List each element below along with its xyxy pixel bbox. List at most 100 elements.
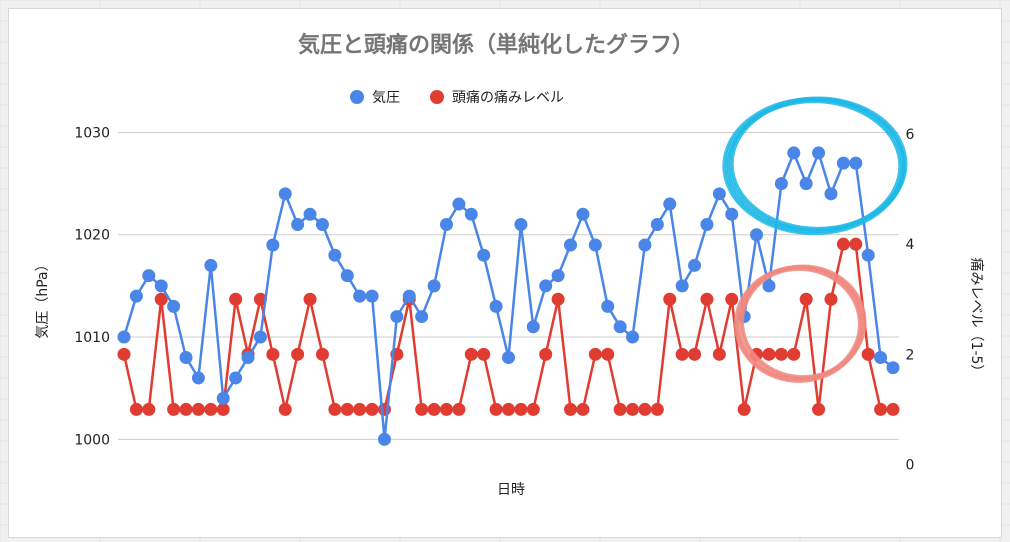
- pressure-point: [365, 289, 379, 303]
- left-tick-label: 1000: [74, 432, 110, 448]
- pressure-point: [675, 279, 689, 293]
- pain-point: [204, 402, 218, 416]
- pain-point: [675, 347, 689, 361]
- pain-point: [725, 292, 739, 306]
- pressure-point: [650, 218, 664, 232]
- pressure-point: [613, 320, 627, 334]
- pain-point: [824, 292, 838, 306]
- pain-point: [216, 402, 230, 416]
- pressure-point: [278, 187, 292, 201]
- pressure-point: [762, 279, 776, 293]
- pain-point: [117, 347, 131, 361]
- pressure-point: [576, 207, 590, 221]
- pain-point: [737, 402, 751, 416]
- pain-point: [836, 237, 850, 251]
- right-tick-label: 0: [906, 457, 915, 473]
- pain-point: [663, 292, 677, 306]
- pressure-point: [725, 207, 739, 221]
- pain-point: [340, 402, 354, 416]
- pressure-point: [688, 258, 702, 272]
- series-pain: [117, 237, 900, 416]
- pain-point: [464, 347, 478, 361]
- pain-point: [291, 347, 305, 361]
- chart-title: 気圧と頭痛の関係（単純化したグラフ）: [298, 32, 694, 58]
- pressure-point: [315, 218, 329, 232]
- legend-label-pressure: 気圧: [372, 90, 400, 106]
- left-tick-label: 1030: [74, 125, 110, 141]
- pain-point: [502, 402, 515, 416]
- pressure-point: [191, 371, 205, 385]
- pain-point: [129, 402, 143, 416]
- pressure-point: [861, 248, 875, 262]
- pressure-point: [340, 269, 354, 283]
- legend-label-pain: 頭痛の痛みレベル: [452, 89, 564, 106]
- pain-point: [191, 402, 205, 416]
- pressure-point: [799, 177, 813, 191]
- pressure-point: [179, 350, 193, 364]
- right-axis-ticks: 0 2 4 6: [906, 127, 915, 473]
- pain-point: [626, 402, 640, 416]
- right-tick-label: 6: [906, 127, 915, 143]
- series-pressure: [117, 146, 900, 446]
- pressure-point: [427, 279, 441, 293]
- pressure-point: [514, 218, 528, 232]
- hand-drawn-annotations: [722, 96, 908, 383]
- pain-point: [514, 402, 528, 416]
- pain-point: [812, 402, 826, 416]
- pain-point: [774, 347, 788, 361]
- pain-point: [179, 402, 193, 416]
- pressure-point: [812, 146, 826, 160]
- pressure-point: [402, 289, 416, 303]
- pain-point: [799, 292, 813, 306]
- right-tick-label: 4: [906, 237, 915, 253]
- pain-point: [167, 402, 181, 416]
- pressure-point: [328, 248, 342, 262]
- pain-point: [688, 347, 702, 361]
- pain-point: [650, 402, 664, 416]
- pain-point: [886, 402, 900, 416]
- pain-point: [551, 292, 565, 306]
- pain-point: [762, 347, 776, 361]
- pain-point: [526, 402, 540, 416]
- pain-point: [452, 402, 466, 416]
- pain-point: [229, 292, 243, 306]
- pain-point: [439, 402, 453, 416]
- pain-point: [427, 402, 441, 416]
- pressure-point: [303, 207, 317, 221]
- pressure-point: [154, 279, 168, 293]
- pressure-point: [291, 218, 305, 232]
- pain-point: [712, 347, 726, 361]
- pressure-point: [836, 156, 850, 170]
- pressure-point: [353, 289, 367, 303]
- left-tick-label: 1010: [74, 330, 110, 346]
- left-axis-ticks: 1000 1010 1020 1030: [74, 125, 110, 448]
- pressure-point: [390, 310, 404, 324]
- pressure-point: [142, 269, 156, 283]
- pressure-point: [204, 258, 218, 272]
- pain-point: [700, 292, 714, 306]
- pressure-point: [117, 330, 131, 344]
- pain-point: [303, 292, 317, 306]
- pressure-point: [564, 238, 578, 252]
- pain-point: [588, 347, 602, 361]
- pressure-point: [551, 269, 565, 283]
- pressure-point: [539, 279, 553, 293]
- pain-point: [477, 347, 491, 361]
- legend: 気圧 頭痛の痛みレベル: [350, 89, 564, 106]
- pressure-point: [377, 432, 391, 446]
- pressure-point: [253, 330, 267, 344]
- pressure-point: [266, 238, 280, 252]
- pain-point: [874, 402, 888, 416]
- pressure-point: [712, 187, 726, 201]
- pain-point: [142, 402, 156, 416]
- pain-point: [253, 292, 267, 306]
- pain-point: [415, 402, 429, 416]
- pink-annotation-circle: [733, 264, 867, 383]
- pressure-point: [774, 177, 788, 191]
- pressure-point: [167, 299, 181, 313]
- pressure-point: [129, 289, 143, 303]
- pressure-point: [439, 218, 453, 232]
- pressure-point: [874, 350, 888, 364]
- pressure-point: [626, 330, 640, 344]
- pressure-point: [886, 361, 900, 375]
